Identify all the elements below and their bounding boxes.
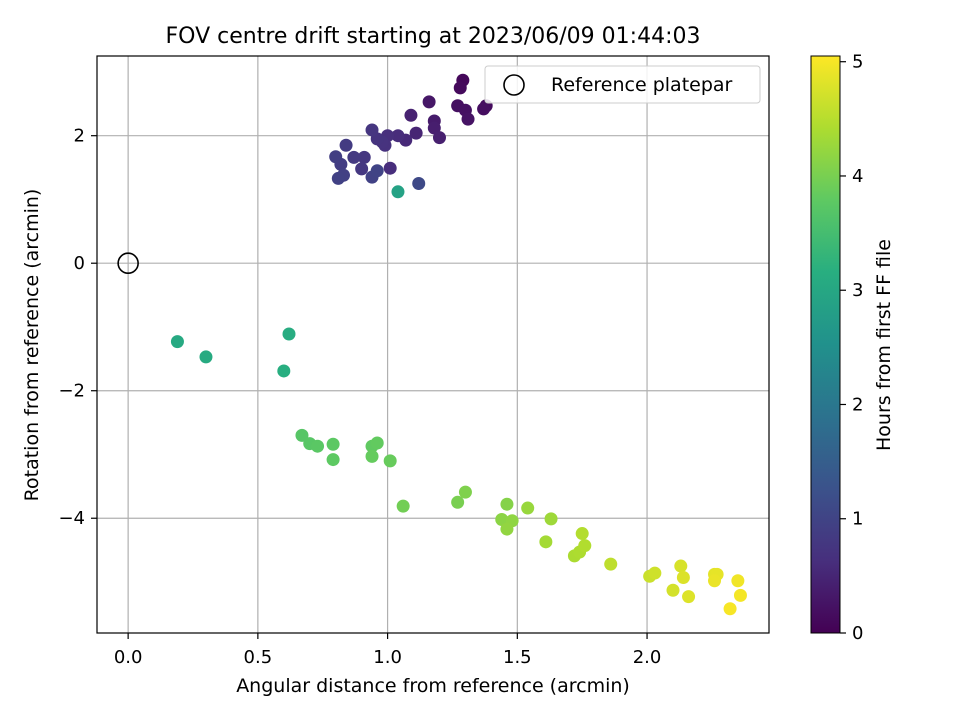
data-point bbox=[733, 588, 747, 602]
data-point bbox=[329, 150, 343, 164]
y-tick-label: −2 bbox=[58, 381, 85, 402]
data-point bbox=[383, 454, 397, 468]
y-axis-label: Rotation from reference (arcmin) bbox=[21, 189, 43, 502]
data-point bbox=[339, 138, 353, 152]
data-point bbox=[666, 583, 680, 597]
data-point bbox=[458, 485, 472, 499]
data-point bbox=[674, 559, 688, 573]
data-point bbox=[412, 177, 426, 191]
colorbar: 0 1 2 3 4 5 Hours from first FF file bbox=[810, 52, 895, 644]
data-point bbox=[708, 574, 722, 588]
y-tick-label: 2 bbox=[74, 126, 85, 147]
data-point bbox=[453, 81, 467, 95]
data-point bbox=[604, 557, 618, 571]
data-point bbox=[461, 112, 475, 126]
data-point bbox=[575, 527, 589, 541]
data-point bbox=[199, 350, 213, 364]
y-tick-label: 0 bbox=[74, 253, 85, 274]
reference-marker bbox=[117, 252, 139, 275]
data-point bbox=[391, 185, 405, 199]
data-point bbox=[326, 437, 340, 451]
x-axis-label: Angular distance from reference (arcmin) bbox=[236, 675, 630, 697]
data-point bbox=[295, 428, 309, 442]
chart-title: FOV centre drift starting at 2023/06/09 … bbox=[166, 24, 701, 49]
data-point bbox=[427, 121, 441, 135]
x-tick-label: 0.5 bbox=[244, 647, 273, 668]
y-tick-label: −4 bbox=[58, 508, 85, 529]
data-point bbox=[432, 131, 446, 145]
data-point bbox=[723, 602, 737, 616]
grid-lines bbox=[97, 56, 769, 633]
legend: Reference platepar bbox=[484, 65, 761, 104]
colorbar-tick-label: 3 bbox=[852, 280, 863, 301]
data-point bbox=[648, 566, 662, 580]
data-point bbox=[409, 126, 423, 140]
data-point bbox=[500, 497, 514, 511]
data-point bbox=[370, 164, 384, 178]
colorbar-tick-label: 5 bbox=[852, 52, 863, 73]
x-tick-label: 1.0 bbox=[373, 647, 402, 668]
data-point bbox=[500, 522, 514, 536]
data-point bbox=[477, 102, 491, 116]
data-point bbox=[365, 449, 379, 463]
colorbar-gradient bbox=[810, 55, 841, 634]
x-tick-label: 2.0 bbox=[633, 647, 662, 668]
data-point bbox=[682, 590, 696, 604]
data-point bbox=[676, 571, 690, 585]
data-point bbox=[347, 150, 361, 164]
data-point bbox=[391, 129, 405, 143]
data-point bbox=[383, 161, 397, 175]
data-point bbox=[331, 171, 345, 185]
colorbar-tick-label: 4 bbox=[852, 166, 863, 187]
data-point bbox=[365, 123, 379, 137]
legend-box bbox=[484, 65, 761, 104]
legend-marker-icon bbox=[503, 74, 525, 96]
data-point bbox=[277, 364, 291, 378]
data-point bbox=[521, 501, 535, 515]
x-tick-label: 0.0 bbox=[114, 647, 143, 668]
data-point bbox=[396, 499, 410, 513]
legend-label: Reference platepar bbox=[551, 74, 733, 96]
data-point bbox=[370, 436, 384, 450]
colorbar-tick-label: 2 bbox=[852, 394, 863, 415]
data-point bbox=[578, 539, 592, 553]
y-axis-ticks: −4 −2 0 2 bbox=[58, 126, 97, 529]
x-axis-ticks: 0.0 0.5 1.0 1.5 2.0 bbox=[114, 633, 662, 668]
data-point bbox=[539, 535, 553, 549]
colorbar-ticks: 0 1 2 3 4 5 bbox=[840, 52, 863, 644]
data-point bbox=[731, 574, 745, 588]
data-point bbox=[282, 327, 296, 341]
data-point bbox=[495, 513, 509, 527]
colorbar-tick-label: 1 bbox=[852, 509, 863, 530]
data-point bbox=[451, 495, 465, 509]
colorbar-label: Hours from first FF file bbox=[873, 239, 895, 451]
data-point bbox=[311, 439, 325, 453]
colorbar-tick-label: 0 bbox=[852, 623, 863, 644]
data-point bbox=[544, 512, 558, 526]
data-point bbox=[326, 453, 340, 467]
data-point bbox=[357, 150, 371, 164]
data-point bbox=[170, 335, 184, 349]
x-tick-label: 1.5 bbox=[503, 647, 532, 668]
data-points bbox=[170, 73, 747, 616]
data-point bbox=[404, 108, 418, 122]
data-point bbox=[422, 95, 436, 109]
data-point bbox=[355, 162, 369, 176]
plot-frame bbox=[96, 55, 770, 634]
